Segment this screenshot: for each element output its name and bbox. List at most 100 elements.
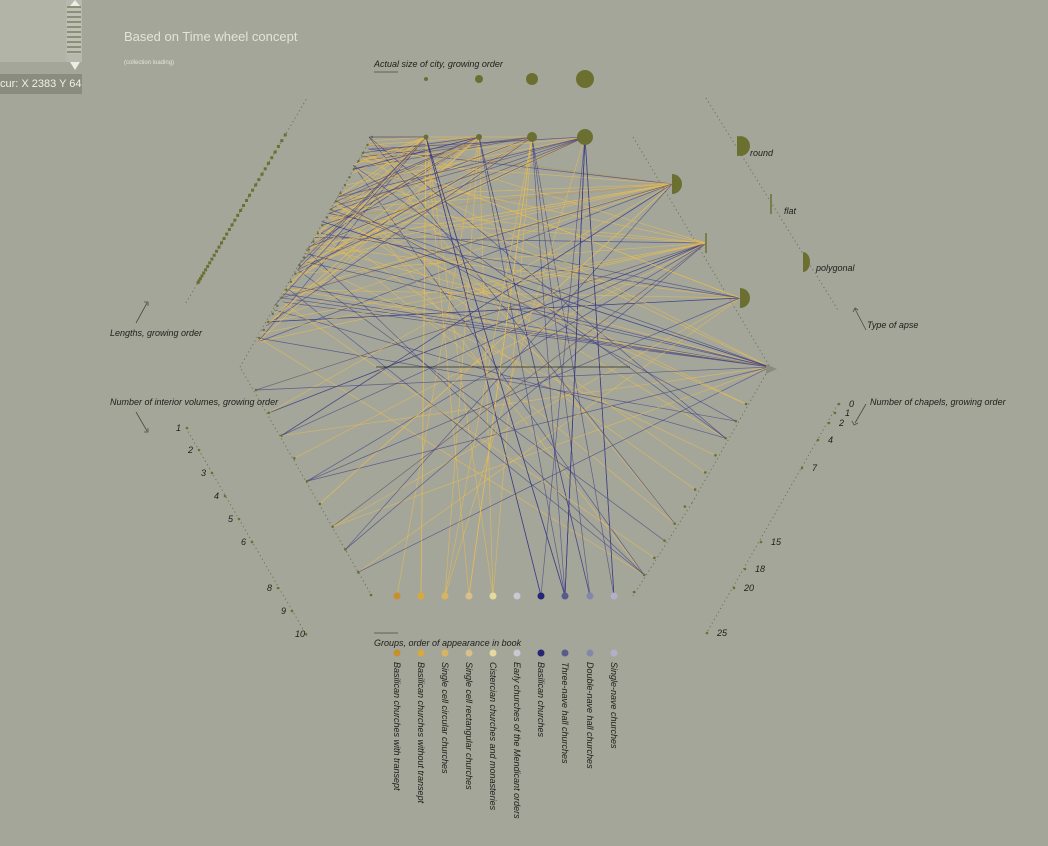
interior-tick — [210, 471, 214, 475]
connection-line — [297, 136, 533, 270]
length-tick — [270, 156, 274, 160]
connection-line — [360, 152, 741, 299]
connection-line — [304, 261, 716, 456]
connection-line — [425, 136, 470, 597]
interior-tick-label: 10 — [295, 629, 305, 639]
interior-node — [344, 548, 347, 551]
connection-line — [328, 217, 707, 244]
length-node — [325, 216, 329, 219]
chapel-tick — [837, 402, 841, 406]
length-node — [298, 264, 302, 267]
connection-line — [444, 136, 586, 597]
connection-line — [320, 136, 480, 234]
chapel-tick-label: 15 — [771, 537, 782, 547]
length-tick — [239, 208, 243, 212]
connection-line — [289, 136, 480, 287]
length-node — [267, 320, 270, 324]
apse-type-label: flat — [784, 206, 797, 216]
interior-node — [267, 411, 271, 415]
connection-line — [305, 249, 645, 576]
chapel-tick-label: 20 — [743, 583, 754, 593]
chapel-tick — [759, 540, 763, 544]
connection-line — [282, 293, 771, 368]
length-tick — [245, 198, 249, 202]
interior-tick-label: 2 — [187, 445, 193, 455]
connection-line — [268, 242, 707, 414]
chapel-tick-label: 18 — [755, 564, 765, 574]
group-node — [465, 592, 473, 600]
connection-lines — [255, 136, 771, 597]
length-tick — [222, 237, 226, 241]
size-outer-dot — [526, 73, 538, 85]
chapel-tick — [705, 631, 709, 635]
connection-line — [289, 289, 645, 576]
connection-line — [273, 136, 533, 315]
group-legend-dot — [441, 649, 449, 657]
interior-tick-label: 9 — [281, 606, 286, 616]
length-tick — [251, 188, 255, 192]
interior-tick-label: 3 — [201, 468, 206, 478]
connection-line — [368, 136, 480, 146]
axis-apse — [705, 97, 839, 311]
axis-interior — [185, 427, 308, 637]
apse-arrow-icon — [852, 307, 867, 331]
group-legend-dot — [465, 649, 473, 657]
connection-line — [281, 183, 673, 295]
length-node — [307, 248, 311, 251]
apse-polygonal-legend — [803, 252, 810, 272]
connection-line — [332, 297, 741, 527]
length-node — [366, 143, 369, 147]
group-legend-dot — [489, 649, 497, 657]
connection-line — [332, 242, 707, 527]
length-node — [321, 224, 324, 227]
interior-tick-label: 5 — [228, 514, 234, 524]
group-node — [441, 592, 449, 600]
connection-line — [531, 136, 591, 597]
scrollbar-thumb[interactable] — [67, 6, 81, 54]
length-tick — [208, 261, 212, 265]
connection-line — [297, 136, 586, 274]
connection-line — [265, 136, 533, 327]
interior-node — [369, 593, 373, 597]
axis-labels: Actual size of city, growing order Length… — [110, 59, 1007, 819]
connection-line — [368, 136, 676, 524]
scroll-up-arrow-icon[interactable] — [70, 0, 80, 6]
length-tick — [225, 232, 229, 236]
length-tick — [212, 253, 216, 257]
interior-tick-label: 4 — [214, 491, 219, 501]
connection-line — [328, 136, 533, 218]
connection-line — [358, 366, 771, 573]
scroll-down-arrow-icon[interactable] — [70, 62, 80, 70]
size-node — [423, 134, 429, 140]
connection-line — [281, 136, 427, 295]
group-node — [417, 592, 425, 600]
chapel-node — [683, 505, 687, 508]
interior-tick-label: 1 — [176, 423, 181, 433]
length-tick — [200, 274, 204, 278]
group-name-label: Basilican churches with transept — [392, 662, 402, 791]
apse-axis-label: Type of apse — [867, 320, 918, 330]
nodes — [254, 129, 750, 600]
group-node — [513, 592, 521, 600]
length-node — [339, 192, 342, 195]
group-legend-dot — [610, 649, 618, 657]
length-node — [294, 272, 297, 275]
size-outer-dot — [576, 70, 594, 88]
length-tick — [233, 218, 237, 222]
connection-line — [540, 136, 586, 597]
interior-tick-label: 6 — [241, 537, 246, 547]
zoom-scrollbar[interactable] — [66, 0, 82, 62]
connection-line — [425, 136, 494, 597]
connection-line — [345, 242, 707, 550]
chapel-node — [653, 556, 656, 560]
length-node — [330, 208, 333, 211]
length-tick — [217, 245, 221, 249]
connection-line — [281, 301, 655, 559]
length-tick — [206, 264, 210, 268]
interior-tick — [185, 426, 189, 430]
connection-line — [281, 183, 673, 299]
length-node — [370, 135, 374, 139]
connection-line — [329, 209, 771, 368]
connection-line — [396, 136, 480, 597]
connection-line — [294, 242, 707, 459]
